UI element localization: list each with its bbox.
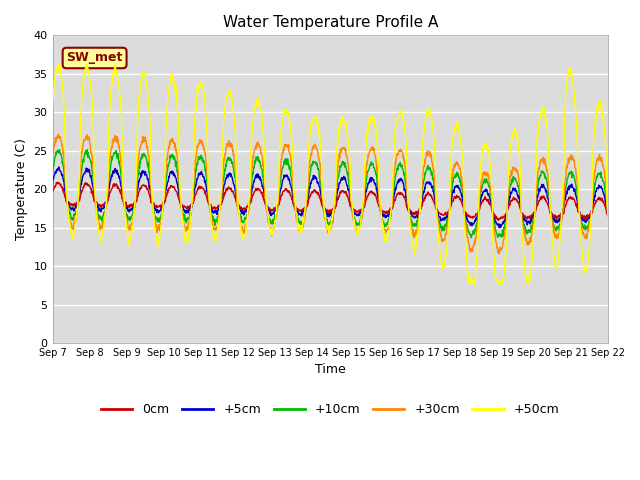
Legend: 0cm, +5cm, +10cm, +30cm, +50cm: 0cm, +5cm, +10cm, +30cm, +50cm: [96, 398, 564, 421]
Y-axis label: Temperature (C): Temperature (C): [15, 138, 28, 240]
X-axis label: Time: Time: [315, 363, 346, 376]
Title: Water Temperature Profile A: Water Temperature Profile A: [223, 15, 438, 30]
Text: SW_met: SW_met: [67, 51, 123, 64]
